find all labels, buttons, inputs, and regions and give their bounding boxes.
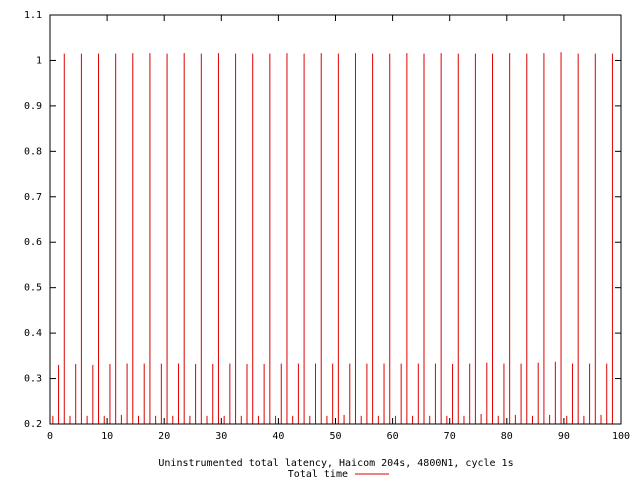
x-tick-label: 60 bbox=[387, 431, 399, 442]
x-tick-label: 70 bbox=[444, 431, 456, 442]
y-tick-label: 0.8 bbox=[24, 146, 42, 157]
x-tick-label: 40 bbox=[272, 431, 284, 442]
x-tick-label: 80 bbox=[501, 431, 513, 442]
x-tick-label: 10 bbox=[101, 431, 113, 442]
x-tick-label: 0 bbox=[47, 431, 53, 442]
x-tick-label: 90 bbox=[558, 431, 570, 442]
y-tick-label: 0.2 bbox=[24, 419, 42, 430]
x-tick-label: 30 bbox=[215, 431, 227, 442]
y-tick-label: 1.1 bbox=[24, 10, 42, 21]
y-tick-label: 0.7 bbox=[24, 192, 42, 203]
x-tick-label: 100 bbox=[612, 431, 630, 442]
x-tick-label: 50 bbox=[329, 431, 341, 442]
legend-label: Total time bbox=[288, 469, 348, 480]
y-tick-label: 0.5 bbox=[24, 283, 42, 294]
plot-frame bbox=[49, 14, 622, 425]
y-tick-label: 0.9 bbox=[24, 101, 42, 112]
y-tick-label: 0.6 bbox=[24, 237, 42, 248]
x-axis-label: Uninstrumented total latency, Haicom 204… bbox=[158, 458, 513, 469]
y-tick-label: 0.3 bbox=[24, 374, 42, 385]
x-tick-label: 20 bbox=[158, 431, 170, 442]
y-tick-label: 0.4 bbox=[24, 328, 42, 339]
y-tick-label: 1 bbox=[36, 55, 42, 66]
